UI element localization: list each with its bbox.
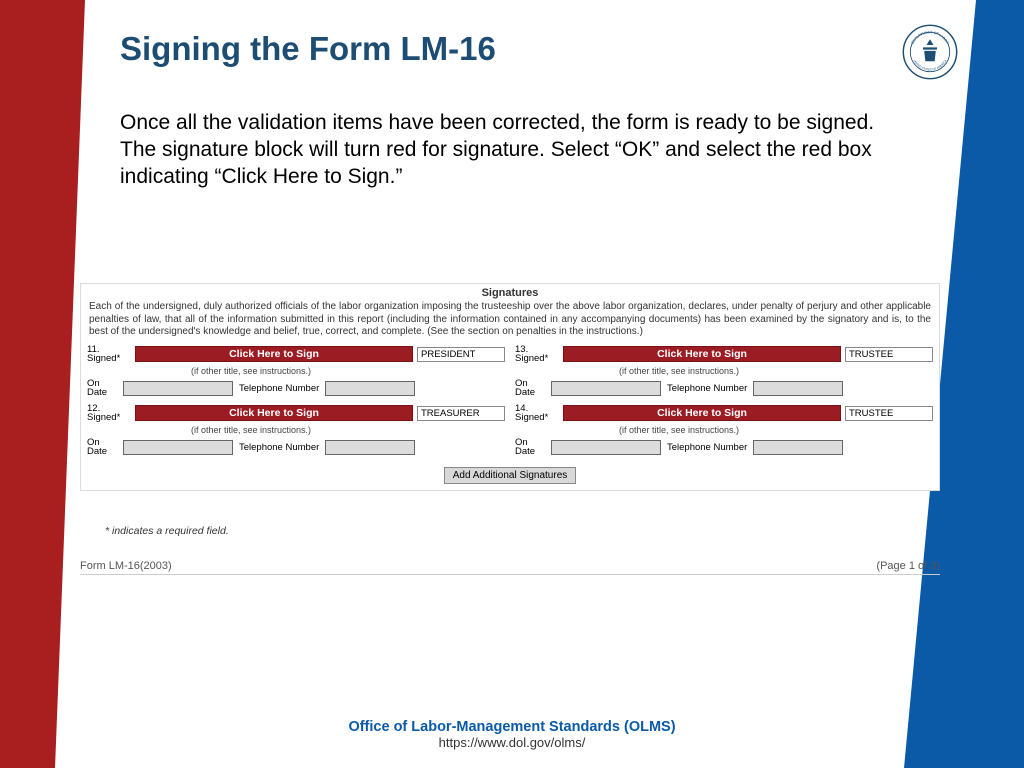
sig-block-12: 12.Signed* Click Here to Sign TREASURER … bbox=[87, 404, 505, 463]
sig-block-14: 14.Signed* Click Here to Sign TRUSTEE (i… bbox=[515, 404, 933, 463]
telephone-input[interactable] bbox=[753, 440, 843, 455]
sig-num-label: 11.Signed* bbox=[87, 345, 131, 364]
sig-block-13: 13.Signed* Click Here to Sign TRUSTEE (i… bbox=[515, 345, 933, 404]
date-input[interactable] bbox=[551, 440, 661, 455]
telephone-label: Telephone Number bbox=[239, 442, 319, 453]
title-field[interactable]: TREASURER bbox=[417, 406, 505, 421]
telephone-input[interactable] bbox=[753, 381, 843, 396]
click-here-to-sign-button[interactable]: Click Here to Sign bbox=[135, 346, 413, 362]
form-footer: Form LM-16(2003) (Page 1 of 3) bbox=[80, 560, 940, 575]
telephone-input[interactable] bbox=[325, 381, 415, 396]
dol-seal-icon: DEPARTMENT OF LABOR UNITED STATES OF AME… bbox=[901, 23, 959, 81]
click-here-to-sign-button[interactable]: Click Here to Sign bbox=[135, 405, 413, 421]
add-additional-signatures-button[interactable]: Add Additional Signatures bbox=[444, 467, 577, 484]
title-field[interactable]: TRUSTEE bbox=[845, 347, 933, 362]
click-here-to-sign-button[interactable]: Click Here to Sign bbox=[563, 405, 841, 421]
instruction-paragraph: Once all the validation items have been … bbox=[120, 110, 895, 191]
sig-num-label: 14.Signed* bbox=[515, 404, 559, 423]
slide-footer: Office of Labor-Management Standards (OL… bbox=[0, 719, 1024, 750]
date-input[interactable] bbox=[123, 440, 233, 455]
declaration-text: Each of the undersigned, duly authorized… bbox=[87, 299, 933, 345]
title-hint: (if other title, see instructions.) bbox=[87, 425, 505, 435]
signatures-heading: Signatures bbox=[87, 284, 933, 299]
sig-num-label: 12.Signed* bbox=[87, 404, 131, 423]
signature-panel: Signatures Each of the undersigned, duly… bbox=[80, 283, 940, 491]
sig-num-label: 13.Signed* bbox=[515, 345, 559, 364]
click-here-to-sign-button[interactable]: Click Here to Sign bbox=[563, 346, 841, 362]
title-field[interactable]: TRUSTEE bbox=[845, 406, 933, 421]
title-hint: (if other title, see instructions.) bbox=[87, 366, 505, 376]
telephone-label: Telephone Number bbox=[667, 442, 747, 453]
title-field[interactable]: PRESIDENT bbox=[417, 347, 505, 362]
office-url: https://www.dol.gov/olms/ bbox=[0, 735, 1024, 750]
date-input[interactable] bbox=[123, 381, 233, 396]
required-field-note: * indicates a required field. bbox=[105, 525, 229, 537]
title-hint: (if other title, see instructions.) bbox=[515, 425, 933, 435]
sig-block-11: 11.Signed* Click Here to Sign PRESIDENT … bbox=[87, 345, 505, 404]
telephone-label: Telephone Number bbox=[667, 383, 747, 394]
on-date-label: On Date bbox=[87, 379, 117, 398]
telephone-input[interactable] bbox=[325, 440, 415, 455]
on-date-label: On Date bbox=[515, 379, 545, 398]
office-name: Office of Labor-Management Standards (OL… bbox=[0, 719, 1024, 735]
telephone-label: Telephone Number bbox=[239, 383, 319, 394]
date-input[interactable] bbox=[551, 381, 661, 396]
title-hint: (if other title, see instructions.) bbox=[515, 366, 933, 376]
on-date-label: On Date bbox=[515, 438, 545, 457]
form-id-label: Form LM-16(2003) bbox=[80, 560, 172, 572]
page-title: Signing the Form LM-16 bbox=[120, 30, 496, 68]
on-date-label: On Date bbox=[87, 438, 117, 457]
page-indicator: (Page 1 of 3) bbox=[876, 560, 940, 572]
